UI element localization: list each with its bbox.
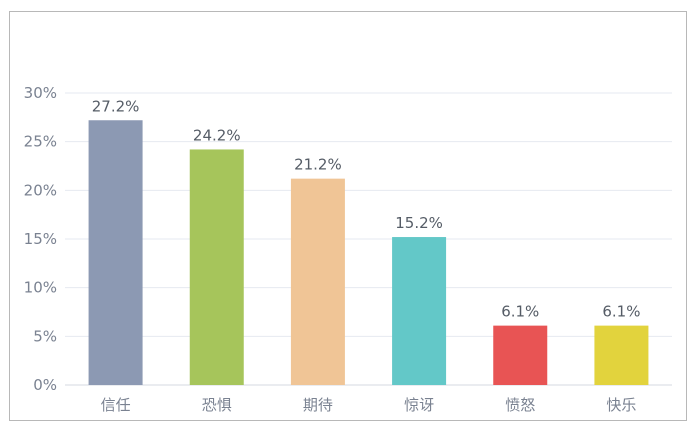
data-label: 21.2% [294, 156, 342, 174]
bar [594, 325, 649, 385]
data-label: 24.2% [193, 126, 241, 144]
x-category-label: 期待 [303, 396, 333, 414]
x-category-label: 惊讶 [404, 396, 434, 414]
y-tick-label: 10% [24, 279, 57, 297]
data-label: 6.1% [501, 303, 539, 321]
bar [88, 120, 143, 386]
bar [493, 325, 548, 385]
bar [189, 149, 244, 385]
bar [392, 237, 447, 385]
data-label: 27.2% [92, 97, 140, 115]
data-label: 6.1% [602, 303, 640, 321]
x-category-label: 恐惧 [202, 396, 232, 414]
y-tick-label: 5% [33, 327, 57, 345]
y-tick-label: 25% [24, 133, 57, 151]
x-category-label: 信任 [101, 396, 131, 414]
data-label: 15.2% [395, 214, 443, 232]
bar [290, 178, 345, 385]
y-tick-label: 30% [24, 84, 57, 102]
y-tick-label: 20% [24, 181, 57, 199]
y-tick-label: 0% [33, 376, 57, 394]
x-category-label: 愤怒 [505, 396, 535, 414]
y-tick-label: 15% [24, 230, 57, 248]
x-category-label: 快乐 [606, 396, 636, 414]
